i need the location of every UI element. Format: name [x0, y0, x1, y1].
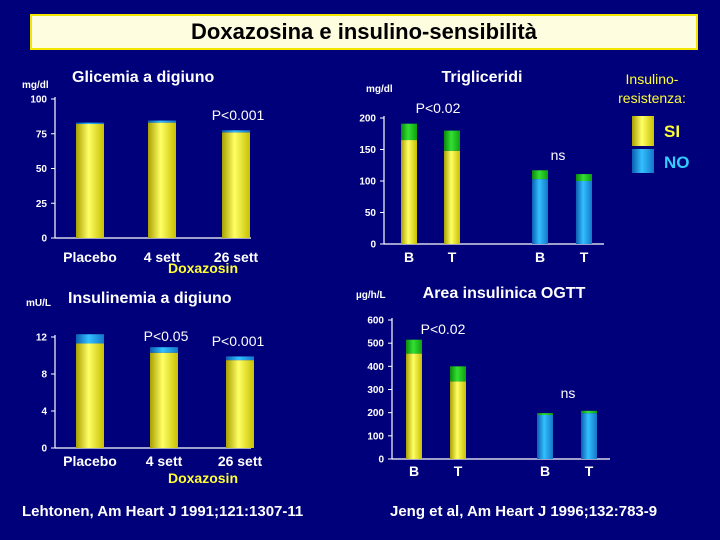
reference-left: Lehtonen, Am Heart J 1991;121:1307-11 — [22, 503, 304, 520]
bar-si-segment — [226, 360, 254, 448]
significance-label: P<0.05 — [144, 328, 189, 344]
slide-title: Doxazosina e insulino-sensibilità — [191, 19, 537, 44]
chart-title: Glicemia a digiuno — [72, 69, 214, 86]
x-category-label: 4 sett — [146, 453, 183, 469]
bar-no-segment — [148, 120, 176, 123]
bar-top-segment — [401, 123, 417, 141]
significance-label: P<0.02 — [416, 100, 461, 116]
legend-swatch-si — [632, 116, 654, 146]
significance-label: ns — [551, 147, 566, 163]
x-category-label: Placebo — [63, 249, 117, 265]
bar-top-segment — [444, 130, 460, 151]
bar-no-segment — [537, 414, 553, 459]
x-category-label: 26 sett — [218, 453, 263, 469]
y-tick-label: 0 — [370, 240, 376, 251]
group-label: Doxazosin — [168, 470, 238, 486]
y-axis-unit: mU/L — [26, 298, 51, 309]
y-tick-label: 100 — [30, 95, 47, 106]
y-tick-label: 150 — [359, 145, 376, 156]
x-category-label: B — [540, 463, 550, 479]
y-tick-label: 25 — [36, 199, 48, 210]
legend-title-line2: resistenza: — [618, 90, 686, 106]
bar-no-segment — [581, 413, 597, 459]
y-tick-label: 4 — [41, 407, 47, 418]
y-tick-label: 300 — [367, 385, 384, 396]
y-tick-label: 400 — [367, 362, 384, 373]
y-tick-label: 100 — [367, 431, 384, 442]
y-axis-unit: mg/dl — [366, 84, 393, 95]
y-tick-label: 8 — [41, 370, 47, 381]
bar-si-segment — [150, 352, 178, 448]
bar-no-segment — [76, 122, 104, 125]
reference-right: Jeng et al, Am Heart J 1996;132:783-9 — [390, 503, 658, 520]
x-category-label: T — [454, 463, 463, 479]
y-tick-label: 0 — [41, 234, 47, 245]
x-category-label: 26 sett — [214, 249, 259, 265]
x-category-label: B — [535, 249, 545, 265]
bar-si-segment — [76, 124, 104, 238]
group-label: Doxazosin — [168, 260, 238, 276]
bar-si-segment — [222, 132, 250, 238]
bar-top-segment — [406, 339, 422, 354]
legend-label-si: SI — [664, 122, 680, 141]
y-tick-label: 0 — [41, 444, 47, 455]
bar-top-segment — [537, 413, 553, 415]
slide-title-box: Doxazosina e insulino-sensibilità — [30, 14, 698, 50]
bar-si-segment — [76, 343, 104, 448]
y-tick-label: 200 — [359, 114, 376, 125]
y-tick-label: 500 — [367, 339, 384, 350]
bar-si-segment — [450, 381, 466, 459]
bar-si-segment — [401, 140, 417, 244]
y-axis-unit: µg/h/L — [356, 290, 386, 301]
x-category-label: T — [448, 249, 457, 265]
bar-top-segment — [450, 366, 466, 382]
y-axis-unit: mg/dl — [22, 80, 49, 91]
bar-si-segment — [148, 122, 176, 238]
x-category-label: Placebo — [63, 453, 117, 469]
y-tick-label: 12 — [36, 333, 48, 344]
significance-label: ns — [561, 385, 576, 401]
y-tick-label: 50 — [365, 208, 377, 219]
x-category-label: T — [585, 463, 594, 479]
y-tick-label: 600 — [367, 316, 384, 327]
x-category-label: T — [580, 249, 589, 265]
bar-no-segment — [532, 179, 548, 244]
bar-no-segment — [150, 347, 178, 353]
legend-title-line1: Insulino- — [626, 71, 679, 87]
x-category-label: 4 sett — [144, 249, 181, 265]
y-tick-label: 200 — [367, 408, 384, 419]
y-tick-label: 0 — [378, 455, 384, 466]
y-tick-label: 50 — [36, 164, 48, 175]
y-tick-label: 75 — [36, 129, 48, 140]
bar-top-segment — [532, 170, 548, 180]
bar-no-segment — [76, 334, 104, 344]
significance-label: P<0.001 — [212, 107, 265, 123]
bar-no-segment — [226, 356, 254, 361]
bar-si-segment — [444, 150, 460, 244]
bar-no-segment — [222, 130, 250, 133]
bar-top-segment — [576, 174, 592, 181]
chart-title: Insulinemia a digiuno — [68, 290, 232, 307]
bar-si-segment — [406, 353, 422, 459]
chart-title: Area insulinica OGTT — [423, 285, 586, 302]
bar-no-segment — [576, 181, 592, 244]
significance-label: P<0.02 — [421, 321, 466, 337]
legend-swatch-no — [632, 149, 654, 173]
bar-top-segment — [581, 410, 597, 414]
x-category-label: B — [409, 463, 419, 479]
y-tick-label: 100 — [359, 177, 376, 188]
legend-label-no: NO — [664, 153, 690, 172]
significance-label: P<0.001 — [212, 333, 265, 349]
x-category-label: B — [404, 249, 414, 265]
chart-title: Trigliceridi — [442, 69, 523, 86]
